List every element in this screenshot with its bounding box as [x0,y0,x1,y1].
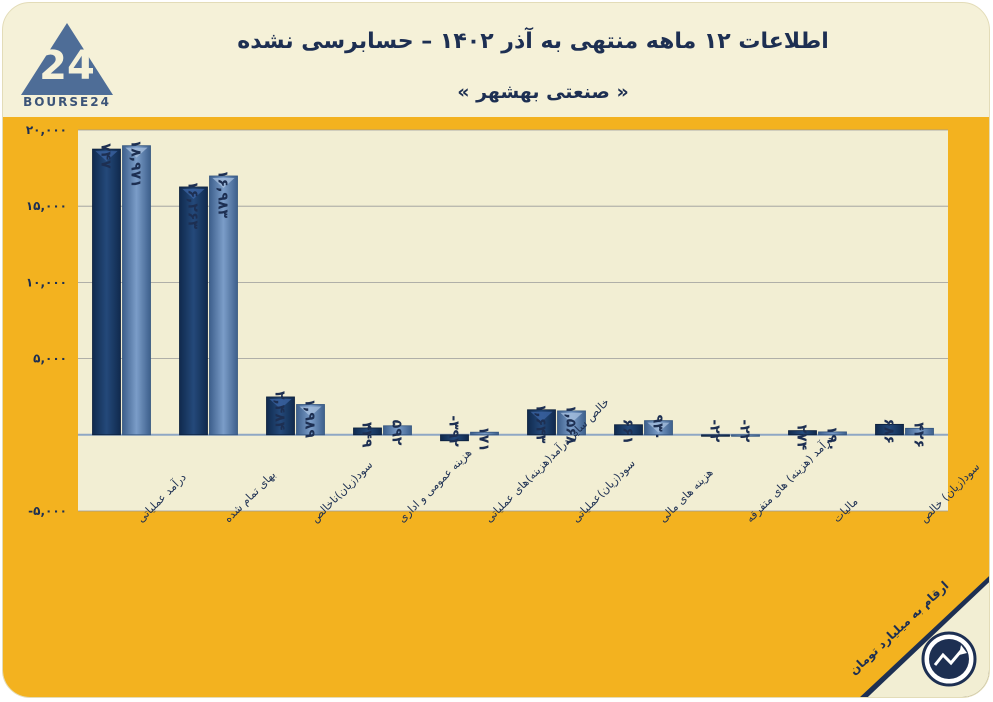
bar [818,431,847,436]
bar [614,424,643,436]
bar-value-label: ۲۷۴ [794,425,810,451]
x-tick-label: سود(زیان)ناخالص [308,458,375,525]
bar-cap [560,412,583,423]
bar-value-label: ۱,۹۸۹ [302,398,318,438]
bar-value-label: ۱۸,۹۷۱ [128,140,144,188]
bar-value-label: ۷۴۷ [98,143,114,169]
bar [209,175,238,436]
bar [875,423,904,436]
bar-cap [212,177,235,188]
bar-value-label: ۱۷۱ [476,426,492,452]
bar [353,427,382,436]
bar-value-label: ۵۹۲ [389,420,405,446]
bar-value-label: ۲,۴۸۴ [272,391,288,431]
bar-value-label: -۲۲ [737,419,753,442]
x-tick-label: سود(زیان)عملیاتی [569,457,637,525]
y-tick-label: ۱۰,۰۰۰ [26,275,67,289]
bar-cap [182,188,205,199]
chart-title: اطلاعات ۱۲ ماهه منتهی به آذر ۱۴۰۲ – حساب… [237,29,829,54]
bar-value-label: -۲۲ [707,419,723,442]
bar-value-label: ۱۹۰ [824,426,840,452]
bar [383,425,412,436]
x-tick-label: سود(زیان) خالص [917,460,982,525]
bar [440,434,469,442]
bar-chart: -۵,۰۰۰ ۵,۰۰۰ ۱۰,۰۰۰ ۱۵,۰۰۰ ۲۰,۰۰۰ ۷۴۷ ۱۸,۹۷۱ در… [26,123,982,525]
bar-cap [299,406,322,417]
bar [179,186,208,436]
bar [701,434,730,437]
bar [296,404,325,436]
bar-value-label: ۱۶,۹۸۳ [215,170,231,218]
bar-cap [530,411,553,422]
bar-value-label: ۶۶۱ [620,419,636,445]
bar-value-label: ۹۳۰ [650,415,666,441]
bar [470,431,499,436]
bar [122,145,151,436]
bar-cap [125,147,148,158]
bar-value-label: ۶۸۶ [881,418,897,444]
bar-value-label: ۱,۵۶۸ [563,405,579,445]
bar-value-label: ۴۴۹ [359,422,375,448]
bourse24-logo-icon: 24 [21,23,113,95]
bar-value-label: ۴۲۶ [911,422,927,448]
logo-text: BOURSE24 [23,95,111,109]
bar [527,409,556,436]
y-tick-label: ۵,۰۰۰ [33,352,67,366]
bar-value-label: ۱,۶۴۳ [533,404,549,444]
x-tick-label: هزینه عمومی و اداری [395,446,474,525]
y-tick-label: -۵,۰۰۰ [28,504,67,518]
logo-mark: 24 [39,43,95,89]
x-tick-label: درآمد عملیاتی [134,470,189,525]
y-tick-label: ۲۰,۰۰۰ [26,123,67,137]
y-tick-label: ۱۵,۰۰۰ [26,199,67,213]
trend-chart-icon [921,631,977,687]
bar-value-label: ۱۶,۲۶۳ [185,181,201,229]
bar [731,434,760,437]
bar-value-label: -۳۹۲ [446,415,462,447]
bar [905,427,934,436]
bar [788,430,817,436]
x-tick-label: مالیات [830,495,860,525]
x-tick-label: بهای تمام شده [221,468,278,525]
bar [92,148,121,436]
bar-cap [269,398,292,409]
bar-cap [95,151,118,162]
x-tick-label: هزینه های مالی [656,466,715,525]
chart-subtitle: « صنعتی بهشهر » [457,81,629,103]
bar-cap [647,422,670,433]
